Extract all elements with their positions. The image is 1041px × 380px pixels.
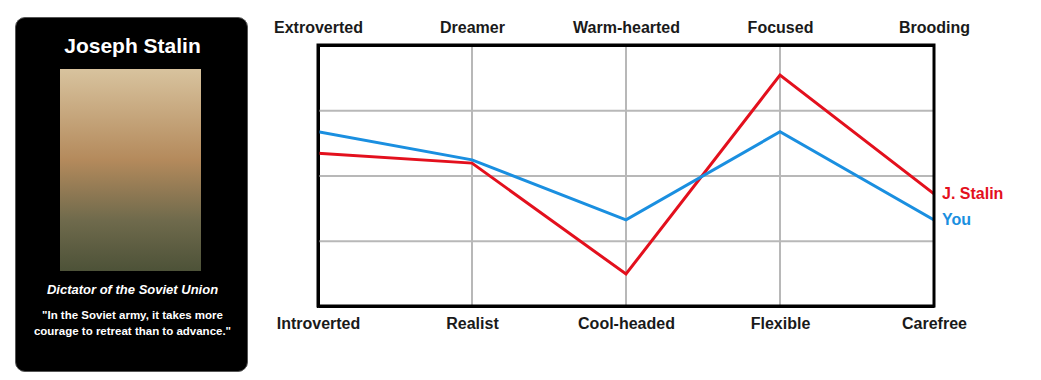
tick: Flexible bbox=[751, 315, 811, 332]
series-line bbox=[318, 75, 934, 274]
chart: Extroverted Dreamer Warm-hearted Focused Bro… bbox=[0, 0, 1041, 380]
series-line bbox=[318, 132, 934, 220]
card-title: Joseph Stalin bbox=[16, 34, 249, 58]
plot-frame bbox=[318, 45, 934, 306]
x-axis-top: Extroverted Dreamer Warm-hearted Focused Bro… bbox=[274, 19, 970, 46]
tick-label: Focused bbox=[748, 19, 814, 36]
tick-label: Introverted bbox=[277, 315, 361, 332]
portrait bbox=[60, 69, 201, 271]
grid-line bbox=[318, 306, 934, 308]
y-axis bbox=[318, 46, 934, 307]
axis-line bbox=[319, 305, 935, 308]
tick bbox=[318, 45, 934, 46]
tick: Realist bbox=[446, 315, 499, 332]
tick: Carefree bbox=[902, 315, 967, 332]
tick-label: Carefree bbox=[902, 315, 967, 332]
axis-line bbox=[319, 46, 935, 307]
plot-area bbox=[318, 75, 934, 274]
tick: Extroverted bbox=[274, 19, 363, 36]
axis-line bbox=[319, 44, 935, 47]
tick: Cool-headed bbox=[578, 315, 675, 332]
tick: Dreamer bbox=[440, 19, 505, 36]
tick-label: Dreamer bbox=[440, 19, 505, 36]
card-quote: "In the Soviet army, it takes more coura… bbox=[24, 307, 241, 339]
grid-line-x bbox=[625, 45, 627, 306]
tick: Brooding bbox=[899, 19, 970, 36]
legend-label: You bbox=[942, 211, 971, 228]
grid-line-x bbox=[779, 45, 781, 306]
tick-label: Brooding bbox=[899, 19, 970, 36]
x-grid bbox=[318, 45, 934, 306]
tick-label: Flexible bbox=[751, 315, 811, 332]
tick bbox=[318, 306, 934, 307]
tick-label: Cool-headed bbox=[578, 315, 675, 332]
tick-label: Realist bbox=[446, 315, 499, 332]
legend-label: J. Stalin bbox=[942, 185, 1003, 202]
tick-label: Warm-hearted bbox=[573, 19, 680, 36]
card: Joseph Stalin Dictator of the Soviet Uni… bbox=[15, 17, 248, 372]
tick: Warm-hearted bbox=[573, 19, 680, 36]
tick: Introverted bbox=[277, 315, 361, 332]
grid-line-x bbox=[471, 45, 473, 306]
tick-label: Extroverted bbox=[274, 19, 363, 36]
tick: Focused bbox=[748, 19, 814, 36]
card-subtitle: Dictator of the Soviet Union bbox=[16, 282, 249, 297]
x-axis-bottom: Introverted Realist Cool-headed Flexible Car… bbox=[277, 307, 967, 333]
grid-line bbox=[318, 45, 934, 47]
